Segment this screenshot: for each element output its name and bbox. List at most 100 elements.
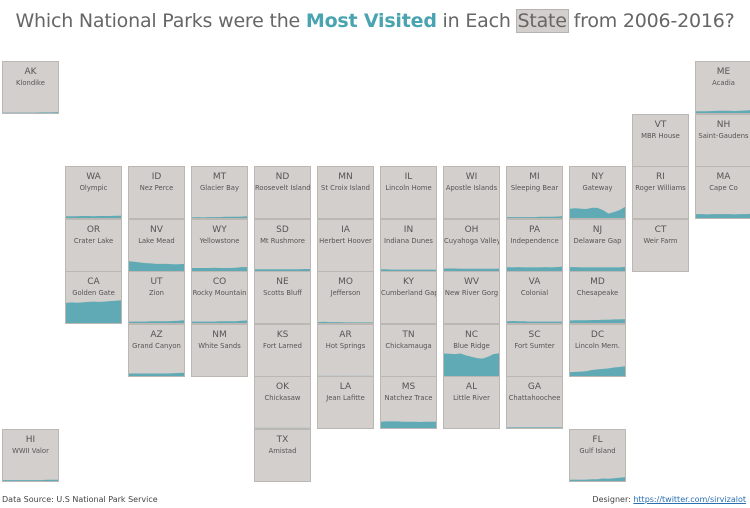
- state-tile-co[interactable]: CO Rocky Mountain: [191, 271, 248, 324]
- park-name: Gateway: [582, 184, 613, 192]
- state-tile-tn[interactable]: TN Chickamauga: [380, 323, 437, 377]
- park-name: Jefferson: [330, 289, 361, 297]
- sparkline-me: [696, 110, 750, 113]
- state-tile-az[interactable]: AZ Grand Canyon: [128, 323, 185, 377]
- visitation-area-ar: [318, 375, 373, 376]
- state-tile-id[interactable]: ID Nez Perce: [128, 166, 185, 219]
- sparkline-ar: [318, 375, 373, 376]
- state-tile-nj[interactable]: NJ Delaware Gap: [569, 218, 626, 272]
- state-tile-ks[interactable]: KS Fort Larned: [254, 323, 311, 377]
- state-tile-vt[interactable]: VT MBR House: [632, 113, 689, 167]
- state-tile-wy[interactable]: WY Yellowstone: [191, 218, 248, 272]
- park-name: Lake Mead: [138, 236, 175, 245]
- state-abbr: MS: [401, 382, 416, 392]
- state-tile-hi[interactable]: HI WWII Valor: [2, 428, 59, 482]
- park-name: St Croix Island: [321, 184, 370, 192]
- state-tile-mi[interactable]: MI Sleeping Bear: [506, 166, 563, 219]
- state-abbr: MI: [529, 172, 540, 182]
- sparkline-ak: [3, 112, 58, 113]
- state-abbr: NY: [591, 172, 604, 182]
- state-tile-al[interactable]: AL Little River: [443, 376, 500, 429]
- state-tile-ia[interactable]: IA Herbert Hoover: [317, 218, 374, 272]
- state-tile-mt[interactable]: MT Glacier Bay: [191, 166, 248, 219]
- state-tile-ri[interactable]: RI Roger Williams: [632, 166, 689, 219]
- state-tile-ut[interactable]: UT Zion: [128, 271, 185, 324]
- state-tile-tx[interactable]: TX Amistad: [254, 428, 311, 482]
- visitation-area-oh: [444, 268, 499, 271]
- sparkline-nv: [129, 260, 184, 271]
- state-tile-nm[interactable]: NM White Sands: [191, 323, 248, 377]
- state-abbr: WV: [463, 277, 480, 287]
- state-tile-ky[interactable]: KY Cumberland Gap: [380, 271, 437, 324]
- park-name: Little River: [453, 394, 490, 402]
- park-name: Chesapeake: [576, 289, 619, 297]
- state-abbr: KS: [276, 329, 289, 340]
- state-tile-ny[interactable]: NY Gateway: [569, 166, 626, 219]
- state-abbr: OH: [464, 224, 479, 235]
- park-name: Chickamauga: [385, 341, 432, 350]
- park-name: Glacier Bay: [200, 184, 239, 192]
- state-tile-ca[interactable]: CA Golden Gate: [65, 271, 122, 324]
- state-tile-wa[interactable]: WA Olympic: [65, 166, 122, 219]
- state-tile-ne[interactable]: NE Scotts Bluff: [254, 271, 311, 324]
- state-tile-mn[interactable]: MN St Croix Island: [317, 166, 374, 219]
- state-tile-nc[interactable]: NC Blue Ridge: [443, 323, 500, 377]
- state-tile-nd[interactable]: ND Roosevelt Island: [254, 166, 311, 219]
- state-tile-md[interactable]: MD Chesapeake: [569, 271, 626, 324]
- sparkline-hi: [3, 479, 58, 481]
- state-tile-nh[interactable]: NH Saint-Gaudens: [695, 113, 750, 167]
- state-abbr: MD: [590, 277, 605, 287]
- state-tile-ma[interactable]: MA Cape Co: [695, 166, 750, 219]
- state-tile-la[interactable]: LA Jean Lafitte: [317, 376, 374, 429]
- state-tile-fl[interactable]: FL Gulf Island: [569, 428, 626, 482]
- sparkline-ut: [129, 320, 184, 323]
- visitation-area-pa: [507, 266, 562, 271]
- visitation-area-sd: [255, 268, 310, 271]
- state-tile-or[interactable]: OR Crater Lake: [65, 218, 122, 272]
- title-state-box: State: [515, 9, 569, 33]
- visitation-area-md: [570, 319, 625, 323]
- park-name: Chattahoochee: [508, 394, 561, 402]
- state-tile-sc[interactable]: SC Fort Sumter: [506, 323, 563, 377]
- state-tile-nv[interactable]: NV Lake Mead: [128, 218, 185, 272]
- visitation-area-nc: [444, 352, 499, 376]
- visitation-area-la: [318, 428, 373, 429]
- state-abbr: MN: [338, 172, 353, 182]
- state-tile-ga[interactable]: GA Chattahoochee: [506, 376, 563, 429]
- state-abbr: DC: [590, 329, 605, 340]
- state-abbr: UT: [150, 277, 163, 287]
- state-abbr: FL: [592, 434, 603, 445]
- visitation-area-ca: [66, 300, 121, 323]
- state-tile-sd[interactable]: SD Mt Rushmore: [254, 218, 311, 272]
- state-tile-oh[interactable]: OH Cuyahoga Valley: [443, 218, 500, 272]
- visitation-area-wa: [66, 215, 121, 218]
- state-abbr: MA: [716, 172, 731, 182]
- state-abbr: IL: [404, 172, 413, 182]
- state-tile-wv[interactable]: WV New River Gorg: [443, 271, 500, 324]
- state-tile-ak[interactable]: AK Klondike: [2, 61, 59, 114]
- state-abbr: RI: [656, 172, 665, 182]
- state-tile-pa[interactable]: PA Independence: [506, 218, 563, 272]
- state-tile-ar[interactable]: AR Hot Springs: [317, 323, 374, 377]
- state-abbr: VT: [654, 119, 667, 130]
- state-abbr: ME: [716, 67, 731, 77]
- state-tile-in[interactable]: IN Indiana Dunes: [380, 218, 437, 272]
- park-name: Weir Farm: [643, 236, 678, 245]
- chart-title: Which National Parks were the Most Visit…: [0, 9, 750, 40]
- sparkline-ms: [381, 421, 436, 428]
- state-abbr: KY: [402, 277, 415, 287]
- state-tile-mo[interactable]: MO Jefferson: [317, 271, 374, 324]
- state-tile-ms[interactable]: MS Natchez Trace: [380, 376, 437, 429]
- state-abbr: VA: [528, 277, 541, 287]
- state-tile-il[interactable]: IL Lincoln Home: [380, 166, 437, 219]
- state-tile-va[interactable]: VA Colonial: [506, 271, 563, 324]
- visitation-area-az: [129, 372, 184, 376]
- designer-link[interactable]: https://twitter.com/sirvizalot: [633, 495, 746, 504]
- park-name: Zion: [148, 289, 164, 297]
- state-tile-ok[interactable]: OK Chickasaw: [254, 376, 311, 429]
- state-tile-me[interactable]: ME Acadia: [695, 61, 750, 114]
- state-tile-ct[interactable]: CT Weir Farm: [632, 218, 689, 272]
- state-tile-wi[interactable]: WI Apostle Islands: [443, 166, 500, 219]
- state-abbr: TX: [276, 434, 289, 445]
- state-tile-dc[interactable]: DC Lincoln Mem.: [569, 323, 626, 377]
